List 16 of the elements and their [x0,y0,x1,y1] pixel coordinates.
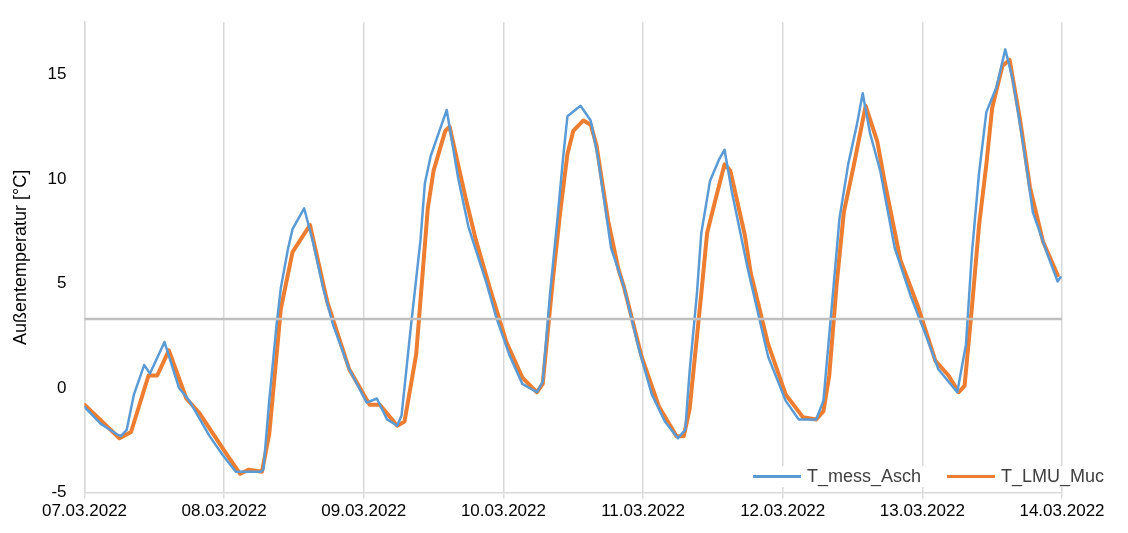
x-tick-label: 12.03.2022 [740,501,826,521]
y-axis-title: Außentemperatur [°C] [9,169,30,346]
x-tick-label: 09.03.2022 [321,501,407,521]
x-tick-label: 07.03.2022 [41,501,128,521]
x-tick-label: 11.03.2022 [601,501,685,521]
y-tick-label: 10 [47,168,67,188]
y-tick-label: 5 [57,273,67,293]
legend-label: T_mess_Asch [806,466,921,487]
x-tick-label: 08.03.2022 [181,501,267,521]
y-tick-label: 15 [47,64,67,84]
y-tick-label: 0 [57,377,67,397]
x-tick-label: 13.03.2022 [879,501,965,521]
y-tick-label: -5 [51,482,67,502]
x-tick-label: 10.03.2022 [460,501,546,521]
x-tick-label: 14.03.2022 [1019,501,1105,521]
legend-label: T_LMU_Muc [1000,466,1104,487]
